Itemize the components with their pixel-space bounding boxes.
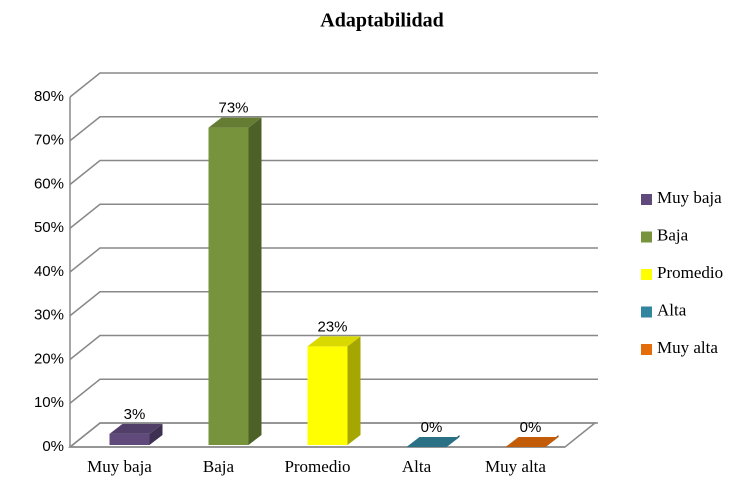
legend-swatch <box>641 306 652 318</box>
legend-swatch <box>641 231 652 243</box>
legend-label: Promedio <box>657 263 723 282</box>
y-tick-label: 80% <box>34 88 64 105</box>
grid-line <box>69 247 598 273</box>
y-tick-label: 50% <box>34 219 64 236</box>
grid-line <box>69 72 598 98</box>
value-label: 0% <box>520 419 542 436</box>
y-tick-label: 60% <box>34 175 64 192</box>
legend-label: Baja <box>657 225 689 244</box>
x-tick-label: Alta <box>402 457 432 476</box>
grid-line <box>69 159 598 186</box>
value-label: 0% <box>421 419 443 436</box>
value-label: 23% <box>317 318 347 335</box>
grid-line <box>69 291 598 317</box>
y-tick-label: 20% <box>34 350 64 367</box>
bar-top <box>208 117 262 128</box>
legend-swatch <box>641 269 652 280</box>
grid-line <box>69 203 598 229</box>
bar-top <box>109 423 163 434</box>
x-tick-label: Promedio <box>284 457 350 476</box>
legend-swatch <box>641 194 652 205</box>
legend-label: Muy alta <box>657 338 718 357</box>
y-tick-label: 70% <box>34 132 64 149</box>
y-tick-label: 10% <box>34 394 64 411</box>
x-tick-label: Baja <box>203 457 235 476</box>
y-tick-label: 0% <box>42 438 64 455</box>
legend-swatch <box>641 344 652 355</box>
legend-label: Alta <box>657 300 687 319</box>
grid-line <box>69 378 598 404</box>
value-label: 73% <box>218 100 248 117</box>
bar-top <box>505 437 559 447</box>
value-label: 3% <box>124 406 146 423</box>
x-tick-label: Muy baja <box>87 457 152 476</box>
bar-front <box>109 433 150 445</box>
legend-label: Muy baja <box>657 188 722 207</box>
chart-title: Adaptabilidad <box>320 10 443 32</box>
y-tick-label: 30% <box>34 307 64 324</box>
bar-side <box>149 423 163 445</box>
grid-line <box>69 422 598 448</box>
bar-side <box>347 336 361 445</box>
bar-front <box>208 127 249 445</box>
y-tick-label: 40% <box>34 263 64 280</box>
x-tick-label: Muy alta <box>485 457 546 476</box>
bar-top <box>406 437 460 447</box>
bar-top <box>307 336 361 347</box>
bar-front <box>307 346 348 445</box>
grid-line <box>69 334 598 361</box>
grid-line <box>69 116 598 142</box>
bar-side <box>248 117 262 445</box>
